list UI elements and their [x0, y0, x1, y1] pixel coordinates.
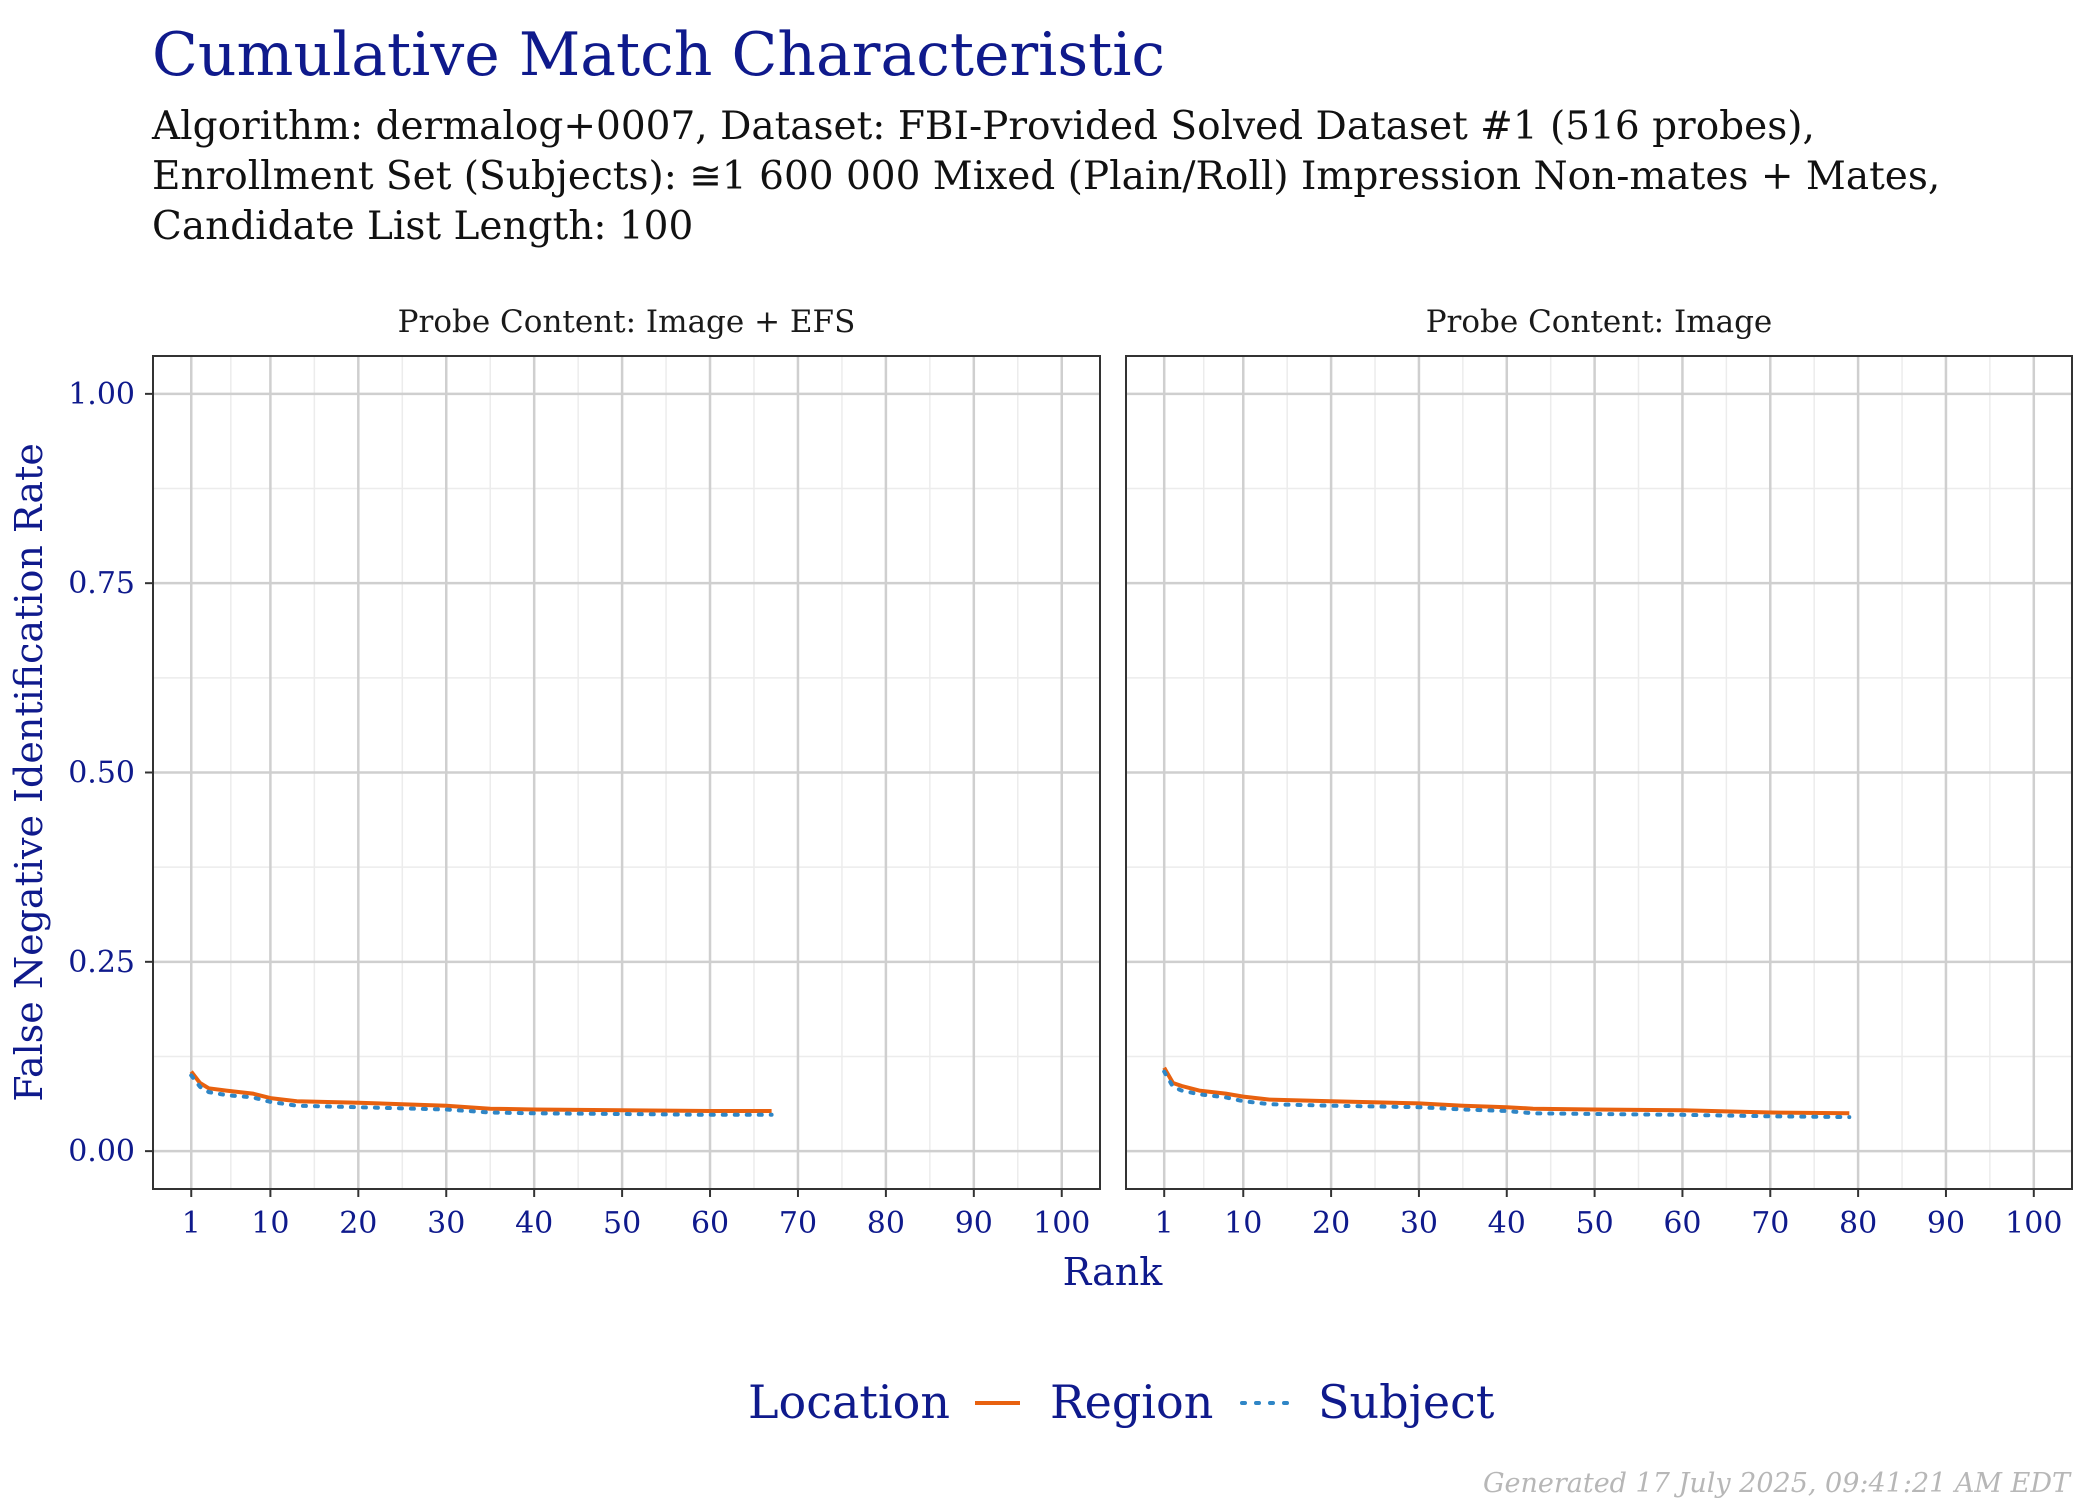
x-axis-title: Rank	[1063, 1250, 1164, 1294]
panel-strip-label: Probe Content: Image	[1426, 304, 1773, 340]
x-tick-label: 70	[1751, 1206, 1789, 1241]
x-tick-label: 40	[1488, 1206, 1526, 1241]
x-tick-label: 10	[251, 1206, 289, 1241]
x-tick-label: 80	[1839, 1206, 1877, 1241]
legend-label-subject: Subject	[1318, 1375, 1495, 1429]
x-tick-label: 1	[1155, 1206, 1174, 1241]
y-axis-title: False Negative Identification Rate	[7, 443, 51, 1102]
subtitle-line-1: Algorithm: dermalog+0007, Dataset: FBI-P…	[152, 104, 1815, 149]
x-tick-label: 20	[1312, 1206, 1350, 1241]
subtitle-line-3: Candidate List Length: 100	[152, 204, 694, 249]
y-tick-label: 0.25	[68, 945, 135, 980]
generated-timestamp: Generated 17 July 2025, 09:41:21 AM EDT	[1482, 1468, 2070, 1499]
x-tick-label: 100	[2005, 1206, 2062, 1241]
series-line-region-panel-2	[1162, 1066, 1850, 1116]
series-line-region-panel-1	[189, 1070, 772, 1113]
x-tick-label: 30	[427, 1206, 465, 1241]
chart-title: Cumulative Match Characteristic	[152, 20, 1166, 90]
x-tick-label: 90	[1927, 1206, 1965, 1241]
series-line-subject-panel-1	[189, 1073, 774, 1117]
x-tick-label: 20	[339, 1206, 377, 1241]
x-tick-label: 10	[1224, 1206, 1262, 1241]
x-tick-label: 60	[1663, 1206, 1701, 1241]
x-tick-label: 50	[603, 1206, 641, 1241]
y-tick-label: 0.50	[68, 756, 135, 791]
y-tick-label: 0.00	[68, 1134, 135, 1169]
x-tick-label: 40	[515, 1206, 553, 1241]
legend-title: Location	[748, 1375, 950, 1429]
x-tick-label: 60	[691, 1206, 729, 1241]
x-tick-label: 80	[867, 1206, 905, 1241]
series-line-subject-panel-2	[1162, 1069, 1852, 1120]
panel-border	[1125, 355, 2073, 1190]
panel-strip-label: Probe Content: Image + EFS	[398, 304, 856, 340]
y-tick-label: 0.75	[68, 566, 135, 601]
x-tick-label: 1	[182, 1206, 201, 1241]
x-tick-label: 70	[779, 1206, 817, 1241]
y-tick-label: 1.00	[68, 377, 135, 412]
x-tick-label: 100	[1033, 1206, 1090, 1241]
panel-border	[152, 355, 1101, 1190]
x-tick-label: 30	[1400, 1206, 1438, 1241]
x-tick-label: 50	[1576, 1206, 1614, 1241]
subtitle-line-2: Enrollment Set (Subjects): ≅1 600 000 Mi…	[152, 154, 1941, 199]
legend-label-region: Region	[1050, 1375, 1213, 1429]
x-tick-label: 90	[955, 1206, 993, 1241]
